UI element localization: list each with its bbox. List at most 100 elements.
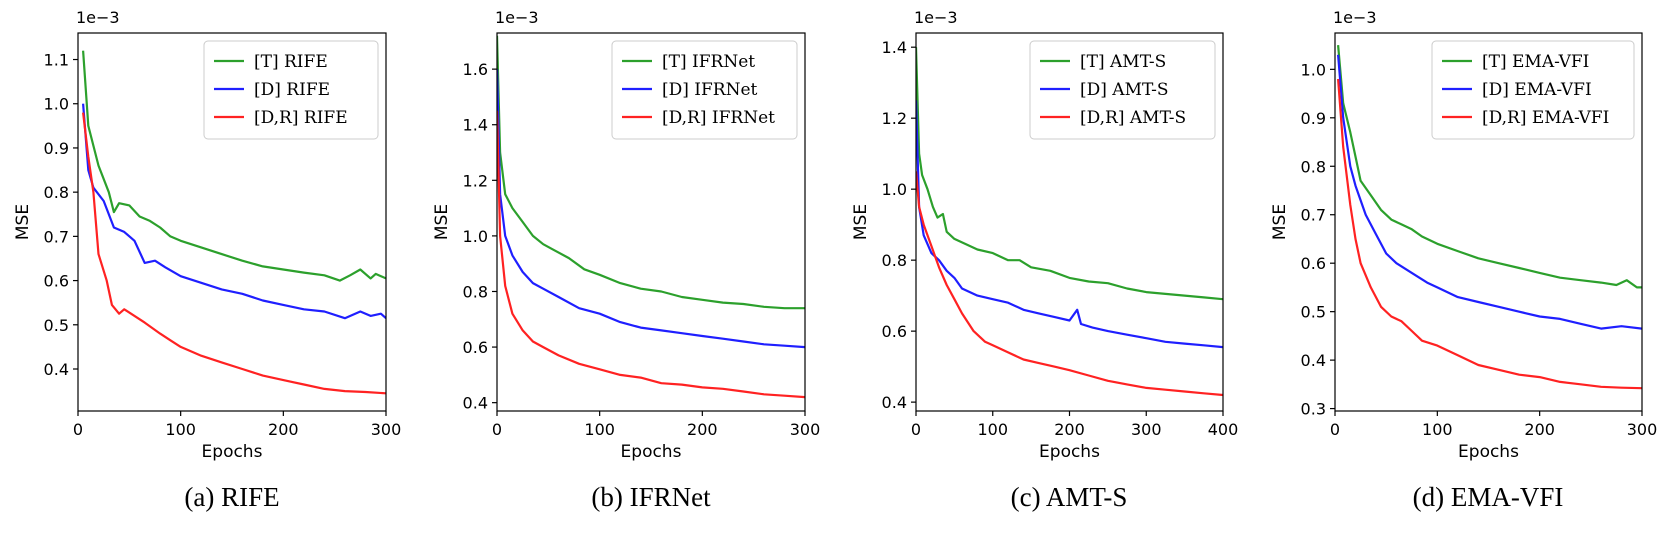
x-tick-label: 100	[1422, 420, 1453, 439]
plot-frame	[77, 32, 387, 412]
series-line-2	[916, 171, 1223, 397]
legend-label: [T] AMT-S	[1080, 52, 1166, 72]
series-line-1	[1337, 54, 1642, 330]
y-tick-label: 0.8	[882, 251, 907, 270]
y-axis-label: MSE	[432, 204, 452, 240]
legend-label: [T] IFRNet	[662, 52, 755, 72]
y-tick-label: 1.0	[1301, 60, 1326, 79]
chart-panel-1: 0 100 200 300 0.4 0.6 0.8 1.0 1.2 1.4 1.6 1e−3 Epoch…	[432, 8, 820, 512]
legend-label: [T] RIFE	[254, 52, 328, 72]
series-line-2	[82, 112, 386, 395]
y-tick-label: 1.6	[463, 60, 488, 79]
x-tick-label: 300	[1627, 420, 1658, 439]
subfigure-caption: (a) RIFE	[184, 482, 279, 512]
y-tick-label: 0.8	[1301, 157, 1326, 176]
axis-multiplier: 1e−3	[495, 8, 539, 27]
y-tick-label: 0.9	[1301, 109, 1326, 128]
subfigure-caption: (d) EMA-VFI	[1413, 482, 1564, 512]
legend: [T] AMT-S [D] AMT-S [D,R] AMT-S	[1029, 40, 1216, 140]
x-tick-label: 100	[977, 420, 1008, 439]
legend-label: [D,R] IFRNet	[662, 108, 775, 128]
series-line-1	[82, 103, 386, 320]
series-line-2	[497, 110, 805, 399]
y-tick-label: 1.2	[463, 171, 488, 190]
legend: [T] IFRNet [D] IFRNet [D,R] IFRNet	[611, 40, 798, 140]
y-tick-label: 1.0	[44, 95, 69, 114]
legend-box	[611, 40, 798, 140]
y-tick-label: 1.4	[882, 38, 907, 57]
y-axis-label: MSE	[851, 204, 871, 240]
y-tick-label: 0.5	[44, 316, 69, 335]
x-tick-label: 200	[687, 420, 718, 439]
x-tick-label: 100	[165, 420, 196, 439]
y-tick-label: 0.7	[44, 227, 69, 246]
x-tick-label: 300	[790, 420, 821, 439]
series-line-0	[82, 50, 386, 282]
y-tick-label: 0.8	[463, 282, 488, 301]
y-tick-label: 0.3	[1301, 400, 1326, 419]
legend-label: [D] EMA-VFI	[1482, 80, 1592, 100]
y-tick-label: 0.4	[463, 394, 488, 413]
y-tick-label: 1.4	[463, 116, 488, 135]
x-axis-label: Epochs	[621, 442, 682, 462]
x-tick-label: 100	[584, 420, 615, 439]
y-tick-label: 0.6	[44, 272, 69, 291]
y-tick-label: 0.6	[463, 338, 488, 357]
legend-box	[1029, 40, 1216, 140]
legend-label: [D,R] RIFE	[254, 108, 348, 128]
subfigure-caption: (c) AMT-S	[1011, 482, 1128, 512]
series-line-0	[1337, 45, 1642, 289]
chart-panel-2: 0 100 200 300 400 0.4 0.6 0.8 1.0 1.2 1.4 1e−3 Epoch…	[851, 8, 1238, 512]
series-line-0	[916, 47, 1223, 301]
legend-label: [D,R] EMA-VFI	[1482, 108, 1609, 128]
x-tick-label: 400	[1208, 420, 1239, 439]
axis-multiplier: 1e−3	[914, 8, 958, 27]
y-axis-label: MSE	[13, 204, 33, 240]
x-tick-label: 200	[268, 420, 299, 439]
chart-panel-0: 0 100 200 300 0.4 0.5 0.6 0.7 0.8 0.9 1.0 1.1 1e−3 Ep…	[13, 8, 401, 512]
chart-panel-3: 0 100 200 300 0.3 0.4 0.5 0.6 0.7 0.8 0.9 1.0 1e−3 Ep…	[1270, 8, 1657, 512]
x-axis-label: Epochs	[1458, 442, 1519, 462]
series-line-2	[1337, 78, 1642, 390]
legend-box	[1431, 40, 1635, 140]
y-tick-label: 1.0	[463, 227, 488, 246]
legend-label: [D] IFRNet	[662, 80, 758, 100]
x-tick-label: 0	[911, 420, 921, 439]
series-line-1	[497, 69, 805, 349]
x-tick-label: 200	[1524, 420, 1555, 439]
plot-frame	[496, 32, 806, 412]
x-tick-label: 200	[1054, 420, 1085, 439]
y-tick-label: 0.9	[44, 139, 69, 158]
x-tick-label: 300	[371, 420, 402, 439]
plot-frame	[1334, 32, 1643, 412]
y-tick-label: 0.4	[44, 360, 69, 379]
legend: [T] EMA-VFI [D] EMA-VFI [D,R] EMA-VFI	[1431, 40, 1635, 140]
y-tick-label: 1.2	[882, 109, 907, 128]
y-axis-label: MSE	[1270, 204, 1290, 240]
axis-multiplier: 1e−3	[76, 8, 120, 27]
legend-label: [D,R] AMT-S	[1080, 108, 1186, 128]
y-tick-label: 1.1	[44, 51, 69, 70]
y-tick-label: 0.5	[1301, 303, 1326, 322]
axis-multiplier: 1e−3	[1333, 8, 1377, 27]
x-tick-label: 0	[492, 420, 502, 439]
legend: [T] RIFE [D] RIFE [D,R] RIFE	[203, 40, 379, 140]
y-tick-label: 1.0	[882, 180, 907, 199]
x-axis-label: Epochs	[1039, 442, 1100, 462]
legend-box	[203, 40, 379, 140]
x-axis-label: Epochs	[202, 442, 263, 462]
y-tick-label: 0.4	[882, 393, 907, 412]
y-tick-label: 0.8	[44, 183, 69, 202]
y-tick-label: 0.4	[1301, 351, 1326, 370]
subfigure-caption: (b) IFRNet	[591, 482, 711, 512]
series-line-1	[916, 100, 1223, 349]
y-tick-label: 0.7	[1301, 206, 1326, 225]
legend-label: [D] RIFE	[254, 80, 330, 100]
x-tick-label: 0	[1330, 420, 1340, 439]
x-tick-label: 0	[73, 420, 83, 439]
x-tick-label: 300	[1131, 420, 1162, 439]
legend-label: [T] EMA-VFI	[1482, 52, 1589, 72]
y-tick-label: 0.6	[882, 322, 907, 341]
series-line-0	[497, 35, 805, 310]
